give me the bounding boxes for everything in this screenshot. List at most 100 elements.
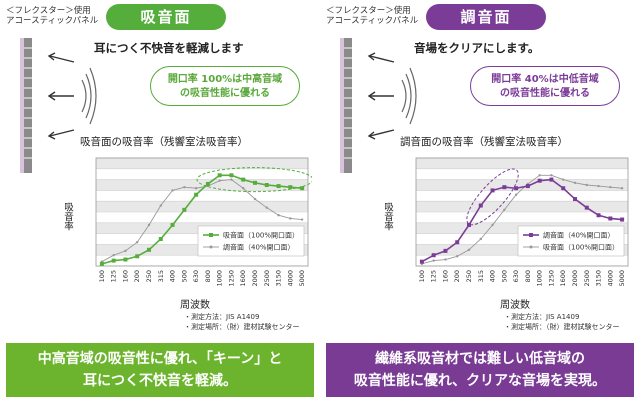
legend-marker xyxy=(529,233,533,237)
x-tick-label: 3150 xyxy=(275,270,283,287)
wall-diagram xyxy=(340,38,352,173)
data-point xyxy=(136,241,139,244)
data-point xyxy=(170,222,175,227)
legend-box xyxy=(197,225,305,257)
x-tick-label: 5000 xyxy=(298,270,306,287)
x-tick-label: 2000 xyxy=(251,270,259,287)
data-point xyxy=(525,184,530,189)
data-point xyxy=(573,181,577,185)
panel-badge: 吸音面 xyxy=(106,4,226,30)
callout-bubble: 開口率 100%は中高音域 の吸音性能に優れる xyxy=(150,66,300,106)
data-point xyxy=(502,185,507,190)
data-point xyxy=(124,249,127,253)
data-point xyxy=(158,237,163,241)
sound-wave-diagram xyxy=(367,52,417,140)
x-tick-label: 125 xyxy=(110,270,118,282)
x-tick-label: 100 xyxy=(418,270,426,282)
x-tick-label: 2500 xyxy=(263,270,271,287)
data-point xyxy=(479,237,482,241)
chart-legend: 調音面（40%開口面） 吸音面（100%開口面） xyxy=(517,225,625,257)
x-tick-label: 5000 xyxy=(618,270,626,287)
data-point xyxy=(99,261,104,266)
note-method: ・測定方法：JIS A1409 xyxy=(184,313,260,321)
wall-panel xyxy=(24,38,32,173)
data-point xyxy=(171,189,174,192)
data-point xyxy=(289,217,292,220)
product-label: ＜フレクスター＞使用 アコースティックパネル xyxy=(326,6,418,26)
data-point xyxy=(230,178,233,181)
data-point xyxy=(112,254,115,257)
data-point xyxy=(490,188,495,193)
legend-marker xyxy=(209,245,213,249)
x-tick-label: 2000 xyxy=(571,270,579,287)
data-point xyxy=(183,185,186,189)
summary-line-1: 中高音域の吸音性に優れ、「キーン」と xyxy=(37,351,283,367)
wall-slats xyxy=(344,47,352,159)
data-point xyxy=(431,253,436,258)
data-point xyxy=(573,197,577,202)
data-point xyxy=(300,186,305,191)
data-point xyxy=(549,177,554,182)
measurement-notes: ・測定方法：JIS A1409 ・測定場所：（財）建材試験センター xyxy=(504,312,620,332)
data-point xyxy=(277,214,280,217)
data-point xyxy=(288,185,293,190)
data-point xyxy=(455,240,460,245)
summary-line-1: 繊維系吸音材では難しい低音域の xyxy=(375,351,585,367)
speaker-icon xyxy=(81,67,97,125)
product-line: ＜フレクスター＞使用 アコースティックパネル xyxy=(326,6,419,26)
note-location: ・測定場所：（財）建材試験センター xyxy=(504,323,620,331)
data-point xyxy=(467,248,471,251)
note-location: ・測定場所：（財）建材試験センター xyxy=(184,323,300,331)
data-point xyxy=(503,208,506,212)
data-point xyxy=(456,255,459,258)
left-panel: ＜フレクスター＞使用 アコースティックパネル 吸音面 耳につく不快音を軽減します… xyxy=(6,4,314,397)
legend-box xyxy=(517,225,625,257)
legend-marker xyxy=(209,233,213,237)
data-point xyxy=(135,254,140,259)
data-point xyxy=(538,174,541,177)
data-point xyxy=(620,187,624,190)
data-point xyxy=(265,206,268,209)
x-tick-label: 160 xyxy=(441,270,449,282)
data-point xyxy=(550,174,553,177)
x-axis-title: 周波数 xyxy=(500,300,530,311)
arrow-icon xyxy=(47,52,75,140)
data-point xyxy=(478,203,483,208)
data-point xyxy=(432,259,435,262)
series-line xyxy=(101,179,303,263)
x-tick-label: 100 xyxy=(98,270,106,282)
data-point xyxy=(147,223,151,227)
y-axis-label: 吸音率 xyxy=(382,202,393,231)
data-point xyxy=(561,186,566,191)
data-point xyxy=(182,207,187,212)
x-tick-label: 1250 xyxy=(227,270,235,287)
panel-subtitle: 音場をクリアにします。 xyxy=(414,41,540,55)
grid-band xyxy=(96,158,308,169)
data-point xyxy=(159,204,162,207)
legend-label: 調音面（40%開口面） xyxy=(223,243,295,252)
data-point xyxy=(514,193,518,196)
x-tick-label: 250 xyxy=(145,270,153,282)
data-point xyxy=(194,192,199,197)
x-tick-label: 500 xyxy=(500,270,508,282)
data-point xyxy=(514,186,519,191)
callout-bubble: 開口率 40%は中低音域 の吸音性能に優れる xyxy=(470,66,620,106)
data-point xyxy=(419,259,424,264)
data-point xyxy=(537,178,542,183)
data-point xyxy=(467,222,471,227)
grid-band xyxy=(416,158,628,169)
legend-label: 吸音面（100%開口面） xyxy=(543,243,619,252)
absorption-chart: 100 125 160 200 250 315 400 500 630 800 1000 1250 16… xyxy=(95,157,312,287)
x-tick-label: 250 xyxy=(465,270,473,282)
x-tick-label: 630 xyxy=(512,270,520,282)
data-point xyxy=(597,184,600,188)
data-point xyxy=(584,205,589,210)
data-point xyxy=(585,183,588,187)
x-tick-label: 1600 xyxy=(559,270,567,287)
data-point xyxy=(620,217,625,222)
arrow-icon xyxy=(367,52,395,140)
grid-band xyxy=(96,201,308,212)
data-point xyxy=(300,218,304,221)
measurement-notes: ・測定方法：JIS A1409 ・測定場所：（財）建材試験センター xyxy=(184,312,300,332)
data-point xyxy=(264,183,269,187)
